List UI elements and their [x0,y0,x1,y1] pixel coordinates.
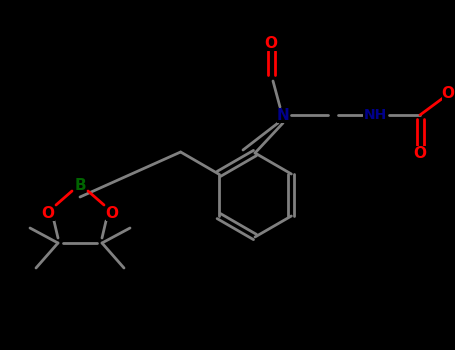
Text: O: O [41,205,55,220]
Text: N: N [277,107,289,122]
Text: O: O [106,205,118,220]
Text: B: B [74,177,86,192]
Text: O: O [414,146,426,161]
Text: O: O [441,85,455,100]
Text: NH: NH [364,108,387,122]
Text: O: O [264,35,278,50]
